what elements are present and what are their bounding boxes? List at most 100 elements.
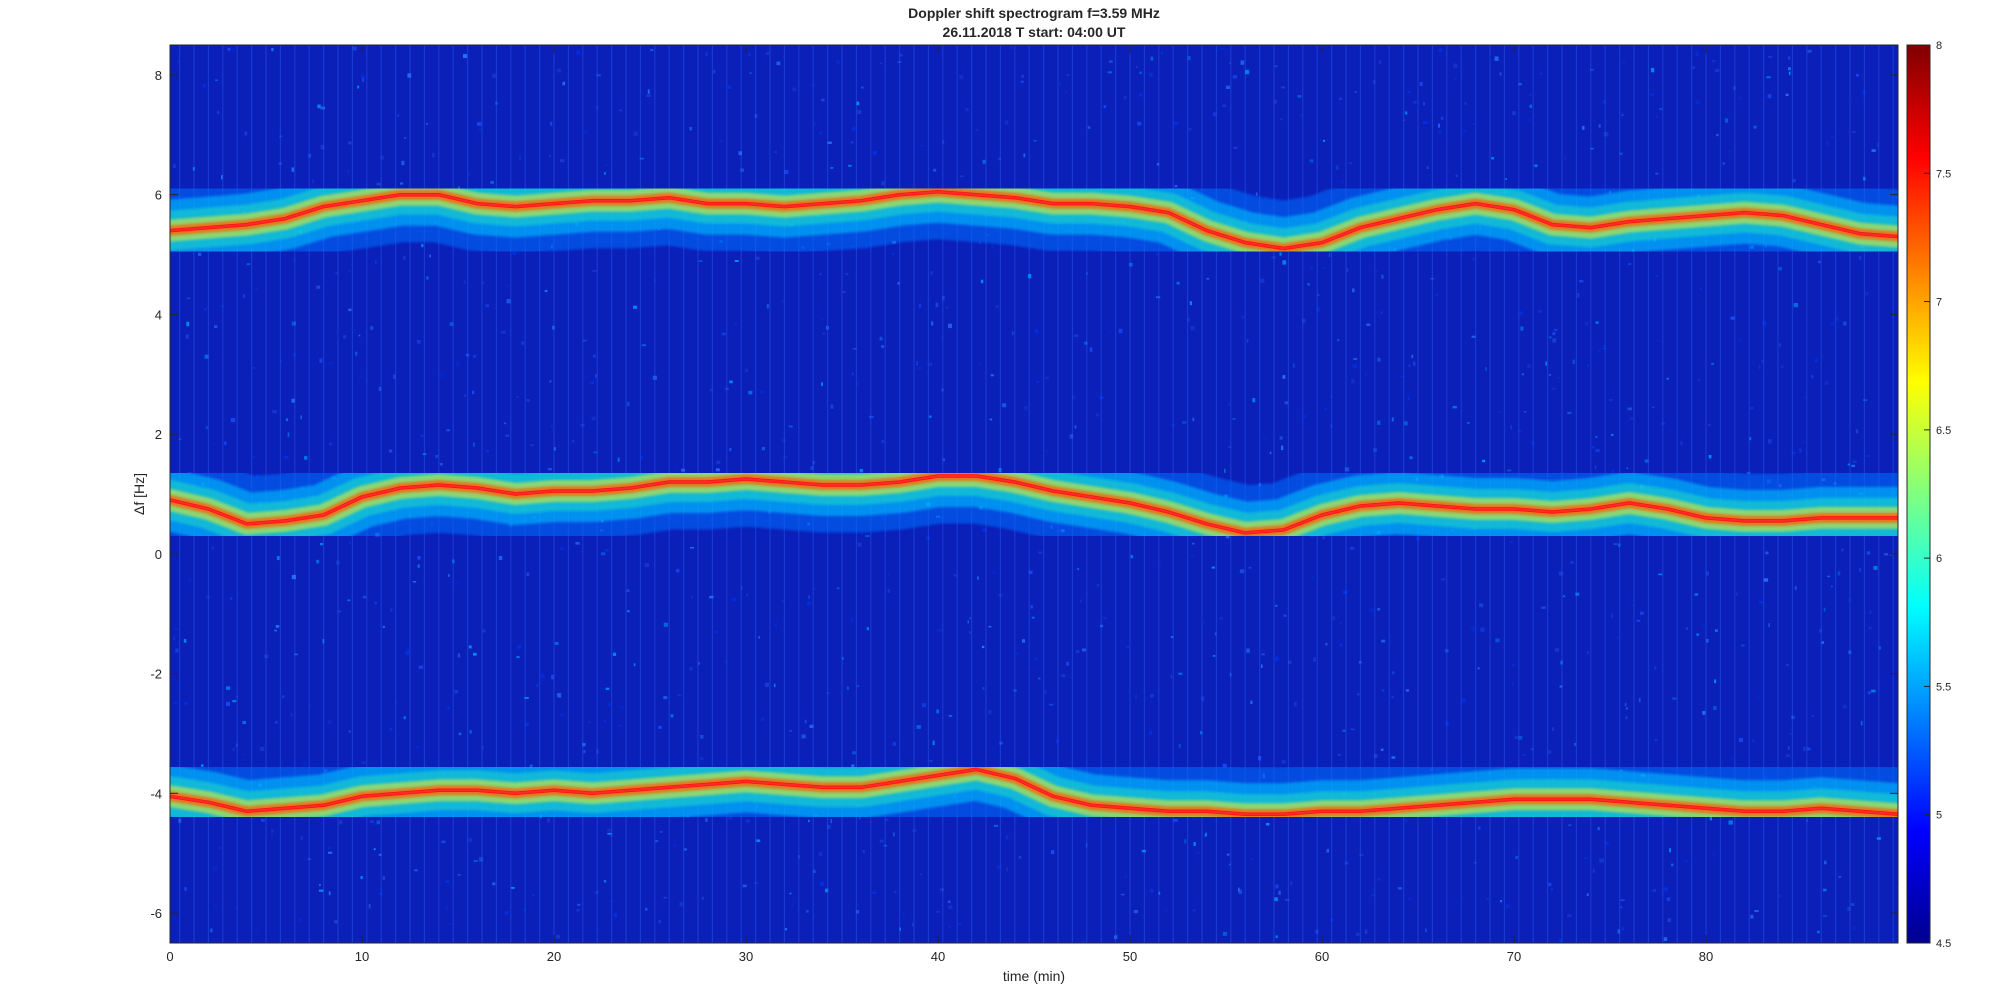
noise-speck — [319, 883, 321, 887]
noise-speck — [544, 290, 548, 293]
noise-speck — [836, 587, 840, 590]
noise-speck — [852, 348, 857, 350]
noise-speck — [1220, 47, 1225, 50]
noise-speck — [948, 323, 952, 329]
noise-speck — [998, 594, 1003, 597]
noise-speck — [284, 456, 289, 459]
x-axis-label: time (min) — [1003, 968, 1065, 984]
noise-speck — [663, 622, 668, 627]
noise-speck — [348, 269, 351, 272]
noise-speck — [727, 85, 731, 89]
colorbar-tick-label: 5 — [1936, 810, 1942, 822]
noise-speck — [278, 162, 282, 165]
noise-speck — [1652, 406, 1655, 409]
noise-speck — [945, 306, 949, 309]
noise-speck — [991, 246, 994, 249]
noise-speck — [1814, 358, 1818, 363]
noise-speck — [549, 380, 552, 383]
noise-speck — [1706, 639, 1709, 643]
noise-speck — [319, 358, 323, 363]
noise-speck — [893, 832, 895, 837]
noise-speck — [469, 730, 472, 734]
noise-speck — [1512, 111, 1516, 116]
noise-speck — [275, 625, 280, 628]
noise-speck — [412, 581, 417, 583]
noise-speck — [670, 714, 674, 718]
noise-speck — [995, 305, 999, 308]
noise-speck — [941, 388, 944, 392]
noise-speck — [405, 650, 410, 655]
noise-speck — [856, 381, 859, 386]
noise-speck — [1016, 652, 1019, 656]
noise-speck — [178, 438, 182, 441]
noise-speck — [1619, 152, 1623, 155]
noise-speck — [647, 89, 650, 94]
noise-speck — [1303, 415, 1307, 418]
noise-speck — [608, 702, 611, 707]
noise-speck — [1627, 407, 1632, 411]
noise-speck — [360, 74, 365, 79]
noise-speck — [1149, 888, 1154, 893]
noise-speck — [576, 50, 580, 55]
noise-speck — [1708, 424, 1711, 427]
noise-speck — [1587, 651, 1589, 654]
noise-speck — [203, 308, 207, 311]
noise-speck — [862, 850, 865, 854]
noise-speck — [1066, 661, 1070, 666]
noise-speck — [658, 919, 661, 924]
noise-speck — [1794, 586, 1797, 590]
noise-speck — [953, 573, 957, 577]
noise-speck — [935, 302, 939, 308]
noise-speck — [821, 382, 823, 386]
noise-speck — [887, 588, 891, 594]
noise-speck — [654, 279, 657, 283]
noise-speck — [503, 422, 507, 425]
noise-speck — [996, 866, 1001, 869]
noise-speck — [1201, 696, 1205, 701]
noise-speck — [368, 903, 371, 909]
noise-speck — [1161, 51, 1163, 55]
noise-speck — [1158, 891, 1161, 895]
noise-speck — [358, 334, 361, 337]
noise-speck — [1225, 85, 1231, 89]
noise-speck — [1602, 100, 1605, 104]
noise-speck — [846, 686, 849, 690]
noise-speck — [709, 388, 713, 392]
noise-speck — [1009, 46, 1014, 49]
noise-speck — [1228, 863, 1231, 866]
noise-speck — [1787, 746, 1790, 750]
y-tick-label: -6 — [150, 906, 162, 921]
noise-speck — [504, 910, 509, 915]
noise-speck — [187, 297, 191, 300]
noise-speck — [1351, 379, 1355, 384]
noise-speck — [426, 276, 429, 280]
noise-speck — [320, 106, 326, 110]
x-tick-label: 30 — [739, 949, 753, 964]
noise-speck — [1803, 746, 1806, 752]
noise-speck — [1730, 757, 1733, 760]
noise-speck — [789, 892, 792, 895]
noise-speck — [439, 373, 445, 377]
noise-speck — [1696, 633, 1699, 636]
noise-speck — [524, 697, 529, 699]
noise-speck — [1464, 102, 1467, 106]
noise-speck — [413, 869, 418, 872]
noise-speck — [698, 260, 703, 262]
noise-speck — [1126, 645, 1130, 649]
noise-speck — [526, 572, 530, 576]
noise-speck — [1807, 747, 1811, 751]
noise-speck — [1785, 754, 1791, 757]
noise-speck — [1341, 180, 1344, 184]
x-tick-label: 50 — [1123, 949, 1137, 964]
noise-speck — [650, 49, 654, 52]
noise-speck — [174, 702, 178, 705]
noise-speck — [1402, 119, 1406, 122]
noise-speck — [1354, 91, 1357, 93]
noise-speck — [445, 905, 449, 910]
noise-speck — [1413, 100, 1417, 104]
noise-speck — [1862, 90, 1866, 95]
noise-speck — [1188, 127, 1192, 131]
noise-speck — [1823, 915, 1827, 917]
noise-speck — [1534, 164, 1538, 168]
noise-speck — [526, 398, 530, 402]
